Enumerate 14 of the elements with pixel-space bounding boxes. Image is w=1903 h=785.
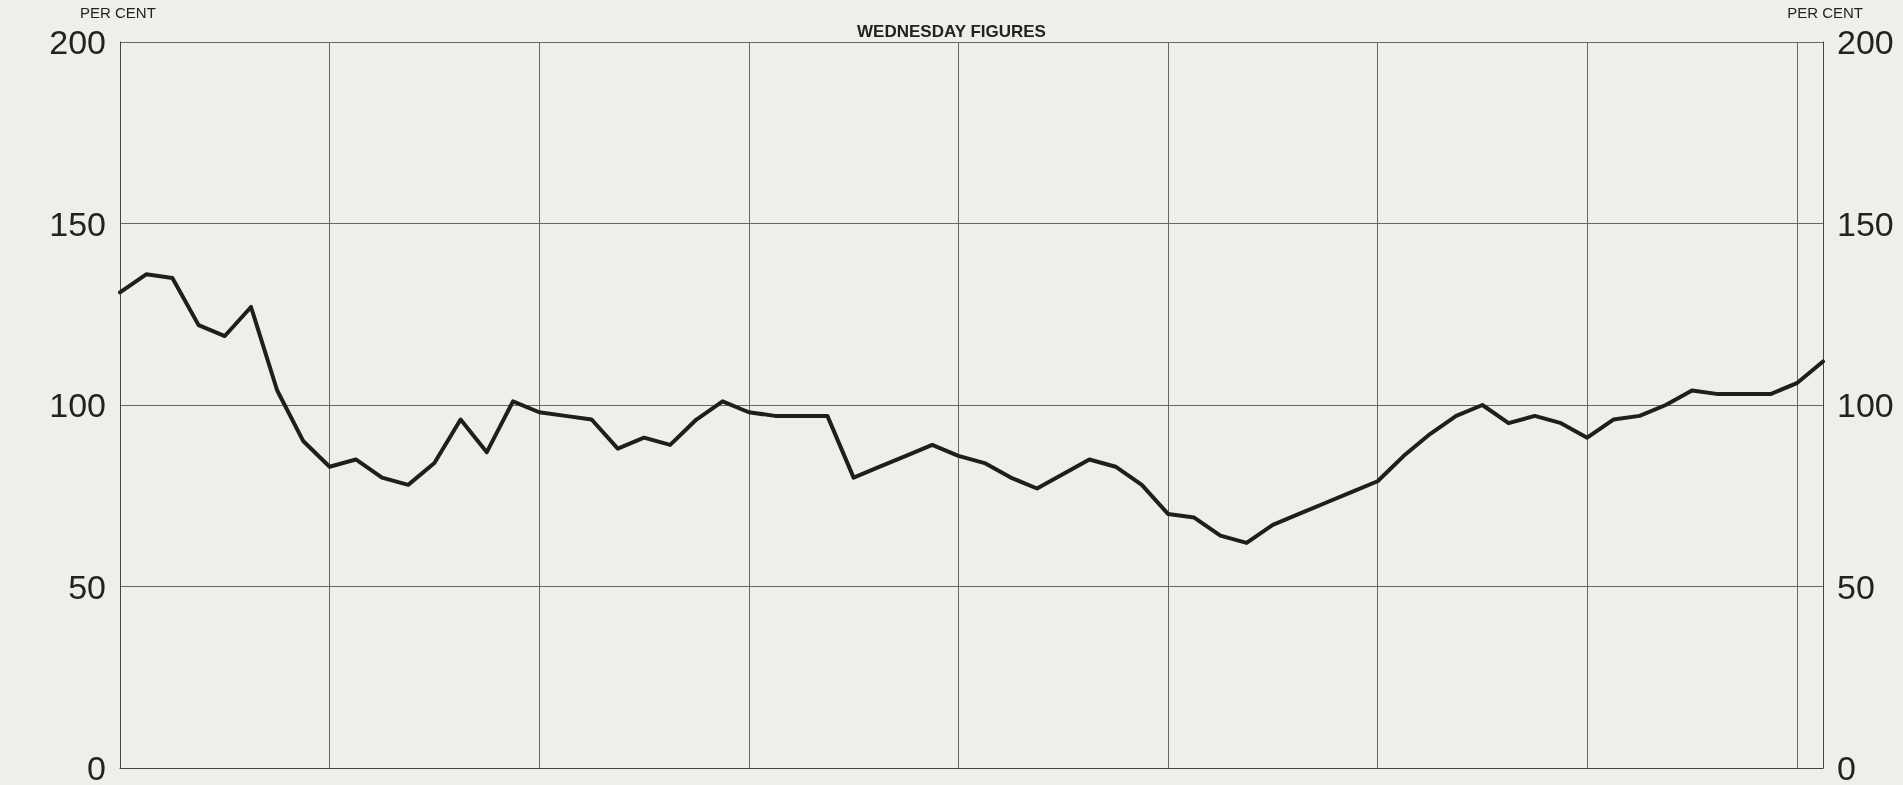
y2-axis-title: PER CENT: [1787, 4, 1863, 21]
y2-tick-label: 200: [1837, 23, 1894, 61]
y2-tick-label: 0: [1837, 749, 1856, 785]
y-tick-label: 100: [49, 386, 106, 424]
y-tick-label: 0: [87, 749, 106, 785]
chart-title: WEDNESDAY FIGURES: [857, 22, 1046, 41]
y-tick-label: 50: [68, 567, 106, 606]
y-tick-label: 200: [49, 23, 106, 61]
y2-tick-label: 50: [1837, 567, 1875, 606]
y-axis-title: PER CENT: [80, 4, 156, 21]
y-tick-label: 150: [49, 204, 106, 243]
y2-tick-label: 150: [1837, 204, 1894, 243]
y2-tick-label: 100: [1837, 386, 1894, 424]
line-series: [118, 272, 1825, 545]
